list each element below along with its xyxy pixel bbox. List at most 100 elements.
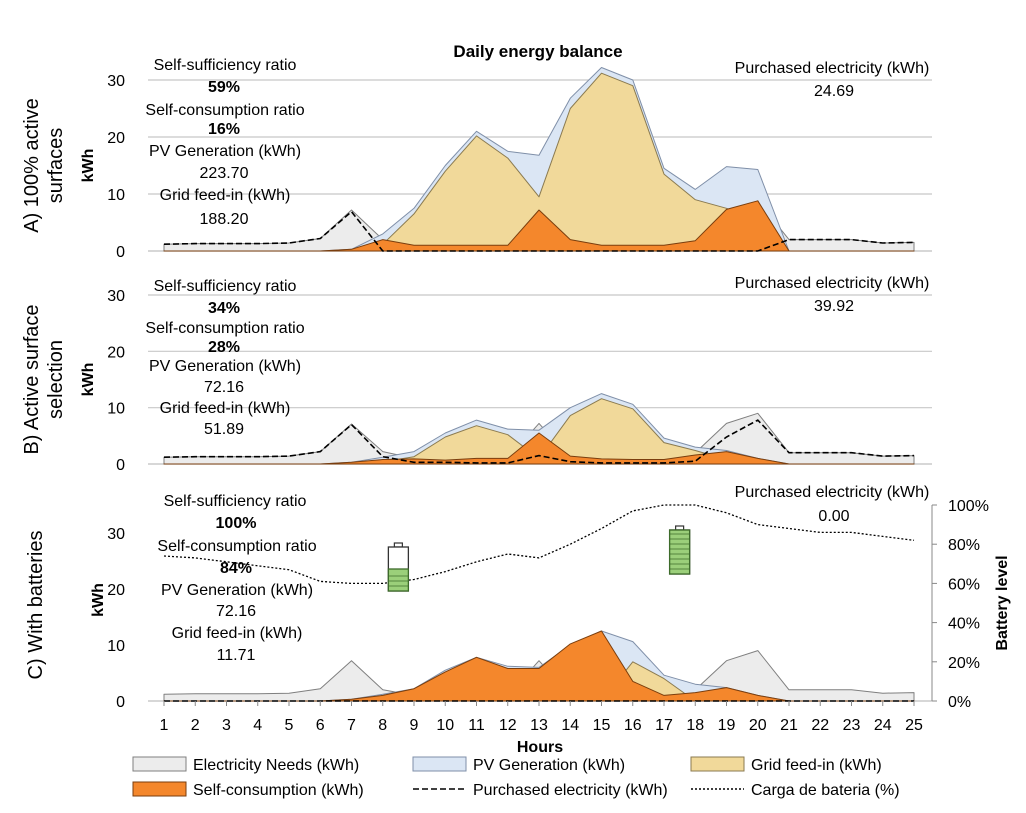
panel-label: B) Active surface selection (21, 304, 67, 454)
stat-pur-value: 0.00 (818, 508, 849, 525)
y-axis-title: kWh (80, 149, 97, 183)
x-tick-label: 15 (593, 717, 611, 734)
x-tick-label: 19 (718, 717, 736, 734)
x-tick-label: 1 (160, 717, 169, 734)
series-area-4 (163, 200, 915, 252)
stat-pv-label: PV Generation (kWh) (161, 582, 313, 599)
x-tick-label: 6 (316, 717, 325, 734)
legend-swatch (132, 756, 187, 772)
legend-item: PV Generation (kWh) (412, 756, 625, 774)
x-tick-label: 17 (655, 717, 673, 734)
panel-label-line: surfaces (45, 128, 67, 204)
x-tick-label: 25 (905, 717, 923, 734)
stat-scr-value: 84% (220, 560, 252, 577)
stat-pur-label: Purchased electricity (kWh) (735, 60, 930, 77)
legend-item: Carga de bateria (%) (691, 782, 900, 799)
x-tick-label: 22 (811, 717, 829, 734)
series-area-4 (163, 432, 915, 465)
chart-legend: Electricity Needs (kWh) PV Generation (kW… (132, 756, 900, 799)
x-tick-label: 21 (780, 717, 798, 734)
stat-ssr-label: Self-sufficiency ratio (154, 278, 297, 295)
legend-swatch (132, 781, 187, 797)
x-tick-label: 14 (561, 717, 579, 734)
stat-feed-label: Grid feed-in (kWh) (160, 400, 291, 417)
stat-pv-value: 72.16 (216, 603, 256, 620)
x-tick-label: 20 (749, 717, 767, 734)
panel-2: 0 10 20 30 kWh B) Active surface selection Self… (21, 275, 932, 474)
stat-pv-value: 223.70 (200, 165, 249, 182)
x-tick-label: 2 (191, 717, 200, 734)
panel-1: 0 10 20 30 kWh A) 100% active surfaces Self-suf… (21, 57, 932, 261)
y-tick-label: 10 (107, 187, 125, 204)
y-tick-label: 10 (107, 638, 125, 655)
x-tick-label: 8 (378, 717, 387, 734)
y-tick-label: 30 (107, 288, 125, 305)
legend-label: Electricity Needs (kWh) (193, 757, 359, 774)
stat-pur-label: Purchased electricity (kWh) (735, 275, 930, 292)
legend-label: Carga de bateria (%) (751, 782, 900, 799)
y2-tick-label: 100% (948, 498, 989, 515)
y-tick-label: 0 (116, 244, 125, 261)
stat-feed-value: 188.20 (200, 211, 249, 228)
legend-label: Grid feed-in (kWh) (751, 757, 882, 774)
y2-tick-label: 80% (948, 537, 980, 554)
battery-fill (387, 568, 410, 592)
stat-pur-label: Purchased electricity (kWh) (735, 484, 930, 501)
purchased-line (163, 419, 915, 464)
stat-scr-label: Self-consumption ratio (145, 102, 304, 119)
panel-label: C) With batteries (25, 531, 47, 680)
stat-pv-label: PV Generation (kWh) (149, 358, 301, 375)
y-axis-title: kWh (90, 583, 107, 617)
panel-label-line: B) Active surface (21, 304, 43, 454)
y-tick-label: 0 (116, 457, 125, 474)
legend-item: Purchased electricity (kWh) (413, 782, 668, 799)
y2-tick-label: 0% (948, 694, 971, 711)
panel-label-line: selection (45, 340, 67, 419)
y-tick-label: 30 (107, 526, 125, 543)
legend-item: Grid feed-in (kWh) (690, 756, 882, 774)
panel-label-line: A) 100% active (21, 98, 43, 233)
y-tick-label: 0 (116, 694, 125, 711)
x-tick-label: 12 (499, 717, 517, 734)
y-tick-label: 30 (107, 73, 125, 90)
stat-scr-value: 16% (208, 121, 240, 138)
stat-feed-label: Grid feed-in (kWh) (172, 625, 303, 642)
stat-pv-label: PV Generation (kWh) (149, 143, 301, 160)
legend-label: Self-consumption (kWh) (193, 782, 364, 799)
stat-scr-label: Self-consumption ratio (157, 538, 316, 555)
x-tick-label: 9 (410, 717, 419, 734)
x-tick-label: 18 (686, 717, 704, 734)
battery-line (163, 504, 915, 585)
stat-scr-label: Self-consumption ratio (145, 320, 304, 337)
x-tick-label: 11 (468, 717, 485, 734)
legend-swatch (412, 756, 467, 772)
y-tick-label: 20 (107, 130, 125, 147)
legend-label: PV Generation (kWh) (473, 757, 625, 774)
stat-ssr-value: 59% (208, 79, 240, 96)
y-tick-label: 20 (107, 582, 125, 599)
legend-label: Purchased electricity (kWh) (473, 782, 668, 799)
chart-panels: 0 10 20 30 kWh A) 100% active surfaces Self-suf… (21, 57, 1011, 711)
x-axis: Hours 1 2 3 4 5 6 7 8 9 10 11 12 13 14 15 16 17 18 19 20 21 2… (160, 701, 923, 756)
x-tick-label: 23 (843, 717, 861, 734)
x-tick-label: 5 (285, 717, 294, 734)
legend-item: Electricity Needs (kWh) (132, 756, 359, 774)
x-tick-label: 13 (530, 717, 548, 734)
legend-item: Self-consumption (kWh) (132, 781, 364, 799)
stat-pur-value: 39.92 (814, 298, 854, 315)
stat-feed-label: Grid feed-in (kWh) (160, 187, 291, 204)
x-tick-label: 4 (253, 717, 262, 734)
y2-tick-label: 40% (948, 616, 980, 633)
stat-ssr-value: 100% (216, 515, 257, 532)
stat-feed-value: 51.89 (204, 421, 244, 438)
y2-tick-label: 60% (948, 576, 980, 593)
chart-title: Daily energy balance (453, 42, 622, 61)
panel-3: 0 10 20 30 0% 20% 40% 60% 80% 100% Battery level kW… (25, 484, 1011, 711)
legend-swatch (690, 756, 745, 772)
stat-pur-value: 24.69 (814, 83, 854, 100)
stat-pv-value: 72.16 (204, 379, 244, 396)
x-tick-label: 16 (624, 717, 642, 734)
stat-feed-value: 11.71 (217, 647, 256, 664)
